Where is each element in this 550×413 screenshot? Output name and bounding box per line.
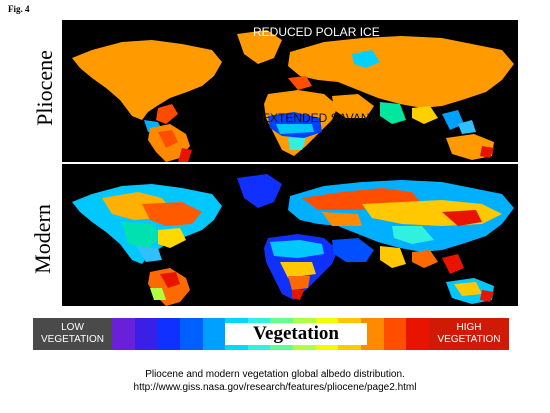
pliocene-label: Pliocene bbox=[32, 50, 57, 126]
legend-swatch bbox=[406, 318, 429, 350]
legend-title: Vegetation bbox=[225, 323, 367, 345]
legend-low-line1: LOW bbox=[61, 322, 84, 333]
modern-map-graphic bbox=[72, 174, 514, 306]
legend-high-label: HIGH VEGETATION bbox=[429, 318, 509, 350]
legend-swatch bbox=[202, 318, 226, 350]
caption-line1: Pliocene and modern vegetation global al… bbox=[145, 369, 405, 380]
annotation-reduced-polar-ice: REDUCED POLAR ICE bbox=[253, 25, 380, 39]
annotation-extended-savana: EXTENDED SAVANA bbox=[262, 111, 378, 125]
modern-label: Modern bbox=[30, 204, 55, 274]
legend-low-line2: VEGETATION bbox=[41, 334, 104, 345]
pliocene-map bbox=[62, 20, 518, 162]
legend-swatch bbox=[134, 318, 158, 350]
figure-label: Fig. 4 bbox=[8, 4, 30, 14]
legend-swatch bbox=[383, 318, 407, 350]
legend-swatch bbox=[112, 318, 135, 350]
caption-line2: http://www.giss.nasa.gov/research/featur… bbox=[133, 382, 417, 393]
legend-high-line1: HIGH bbox=[456, 322, 482, 333]
modern-map bbox=[62, 164, 518, 306]
vegetation-legend: LOW VEGETATION HIGH VEGETATION Vegetatio… bbox=[33, 318, 509, 350]
legend-low-label: LOW VEGETATION bbox=[33, 318, 112, 350]
legend-swatch bbox=[179, 318, 203, 350]
legend-swatch bbox=[157, 318, 180, 350]
pliocene-map-graphic bbox=[72, 30, 514, 162]
legend-high-line2: VEGETATION bbox=[437, 334, 501, 345]
